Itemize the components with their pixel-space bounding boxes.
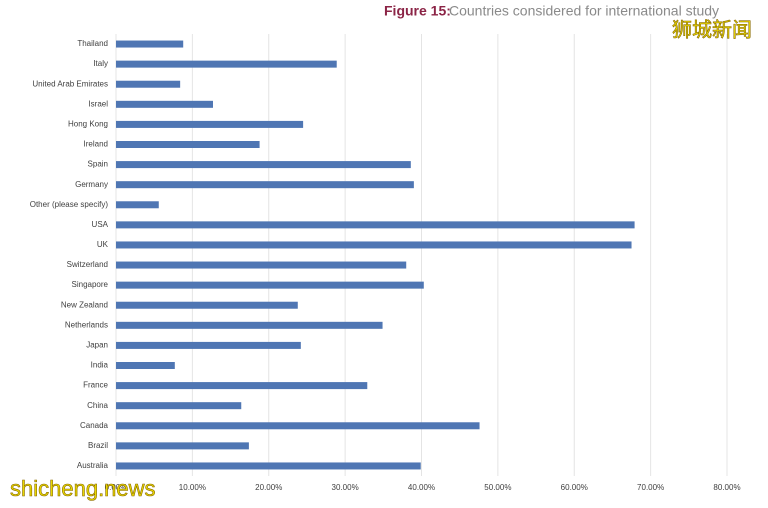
y-tick-label: UK	[97, 240, 109, 249]
x-tick-label: 40.00%	[408, 483, 435, 492]
bar	[116, 80, 181, 88]
x-tick-label: 20.00%	[255, 483, 282, 492]
bar	[116, 281, 424, 289]
y-tick-label: New Zealand	[61, 300, 108, 309]
x-tick-label: 50.00%	[484, 483, 511, 492]
y-tick-label: Netherlands	[65, 320, 108, 329]
y-tick-label: Other (please specify)	[30, 200, 109, 209]
bar	[116, 221, 635, 229]
y-tick-label: Brazil	[88, 441, 108, 450]
y-tick-label: Spain	[88, 160, 108, 169]
y-tick-label: Singapore	[72, 280, 109, 289]
bar	[116, 382, 368, 390]
x-tick-label: 80.00%	[713, 483, 740, 492]
watermark: shicheng.news	[10, 476, 156, 501]
bar	[116, 301, 298, 309]
y-tick-label: Italy	[93, 59, 108, 68]
chart-title: Countries considered for international s…	[449, 3, 719, 19]
y-tick-label: Germany	[75, 180, 108, 189]
y-tick-label: Israel	[88, 99, 108, 108]
bar	[116, 181, 414, 189]
y-tick-label: Australia	[77, 461, 109, 470]
bar	[116, 402, 242, 410]
bar	[116, 201, 159, 209]
y-tick-label: Thailand	[77, 39, 108, 48]
y-tick-label: Hong Kong	[68, 120, 108, 129]
y-tick-label: France	[83, 381, 108, 390]
bar	[116, 120, 304, 128]
bar	[116, 321, 383, 329]
bar	[116, 40, 184, 48]
bar	[116, 462, 421, 470]
bar	[116, 442, 249, 450]
bar	[116, 362, 175, 369]
bar	[116, 422, 480, 430]
bar	[116, 161, 411, 169]
bar	[116, 100, 213, 108]
bar	[116, 241, 632, 249]
x-tick-label: 70.00%	[637, 483, 664, 492]
bar	[116, 261, 407, 269]
y-tick-label: China	[87, 401, 108, 410]
y-tick-label: Japan	[86, 341, 108, 350]
x-tick-label: 10.00%	[179, 483, 206, 492]
y-tick-label: Switzerland	[67, 260, 108, 269]
title-prefix: Figure 15:	[384, 3, 451, 19]
x-tick-label: 30.00%	[332, 483, 359, 492]
y-tick-label: Canada	[80, 421, 109, 430]
watermark: 狮城新闻	[672, 18, 752, 41]
bar	[116, 341, 301, 349]
bar	[116, 141, 260, 148]
bar	[116, 60, 337, 68]
y-tick-label: USA	[92, 220, 109, 229]
y-tick-label: United Arab Emirates	[32, 79, 108, 88]
y-tick-label: Ireland	[84, 140, 108, 149]
y-tick-label: India	[91, 361, 109, 370]
x-tick-label: 0.00%	[105, 483, 128, 492]
x-tick-label: 60.00%	[561, 483, 588, 492]
